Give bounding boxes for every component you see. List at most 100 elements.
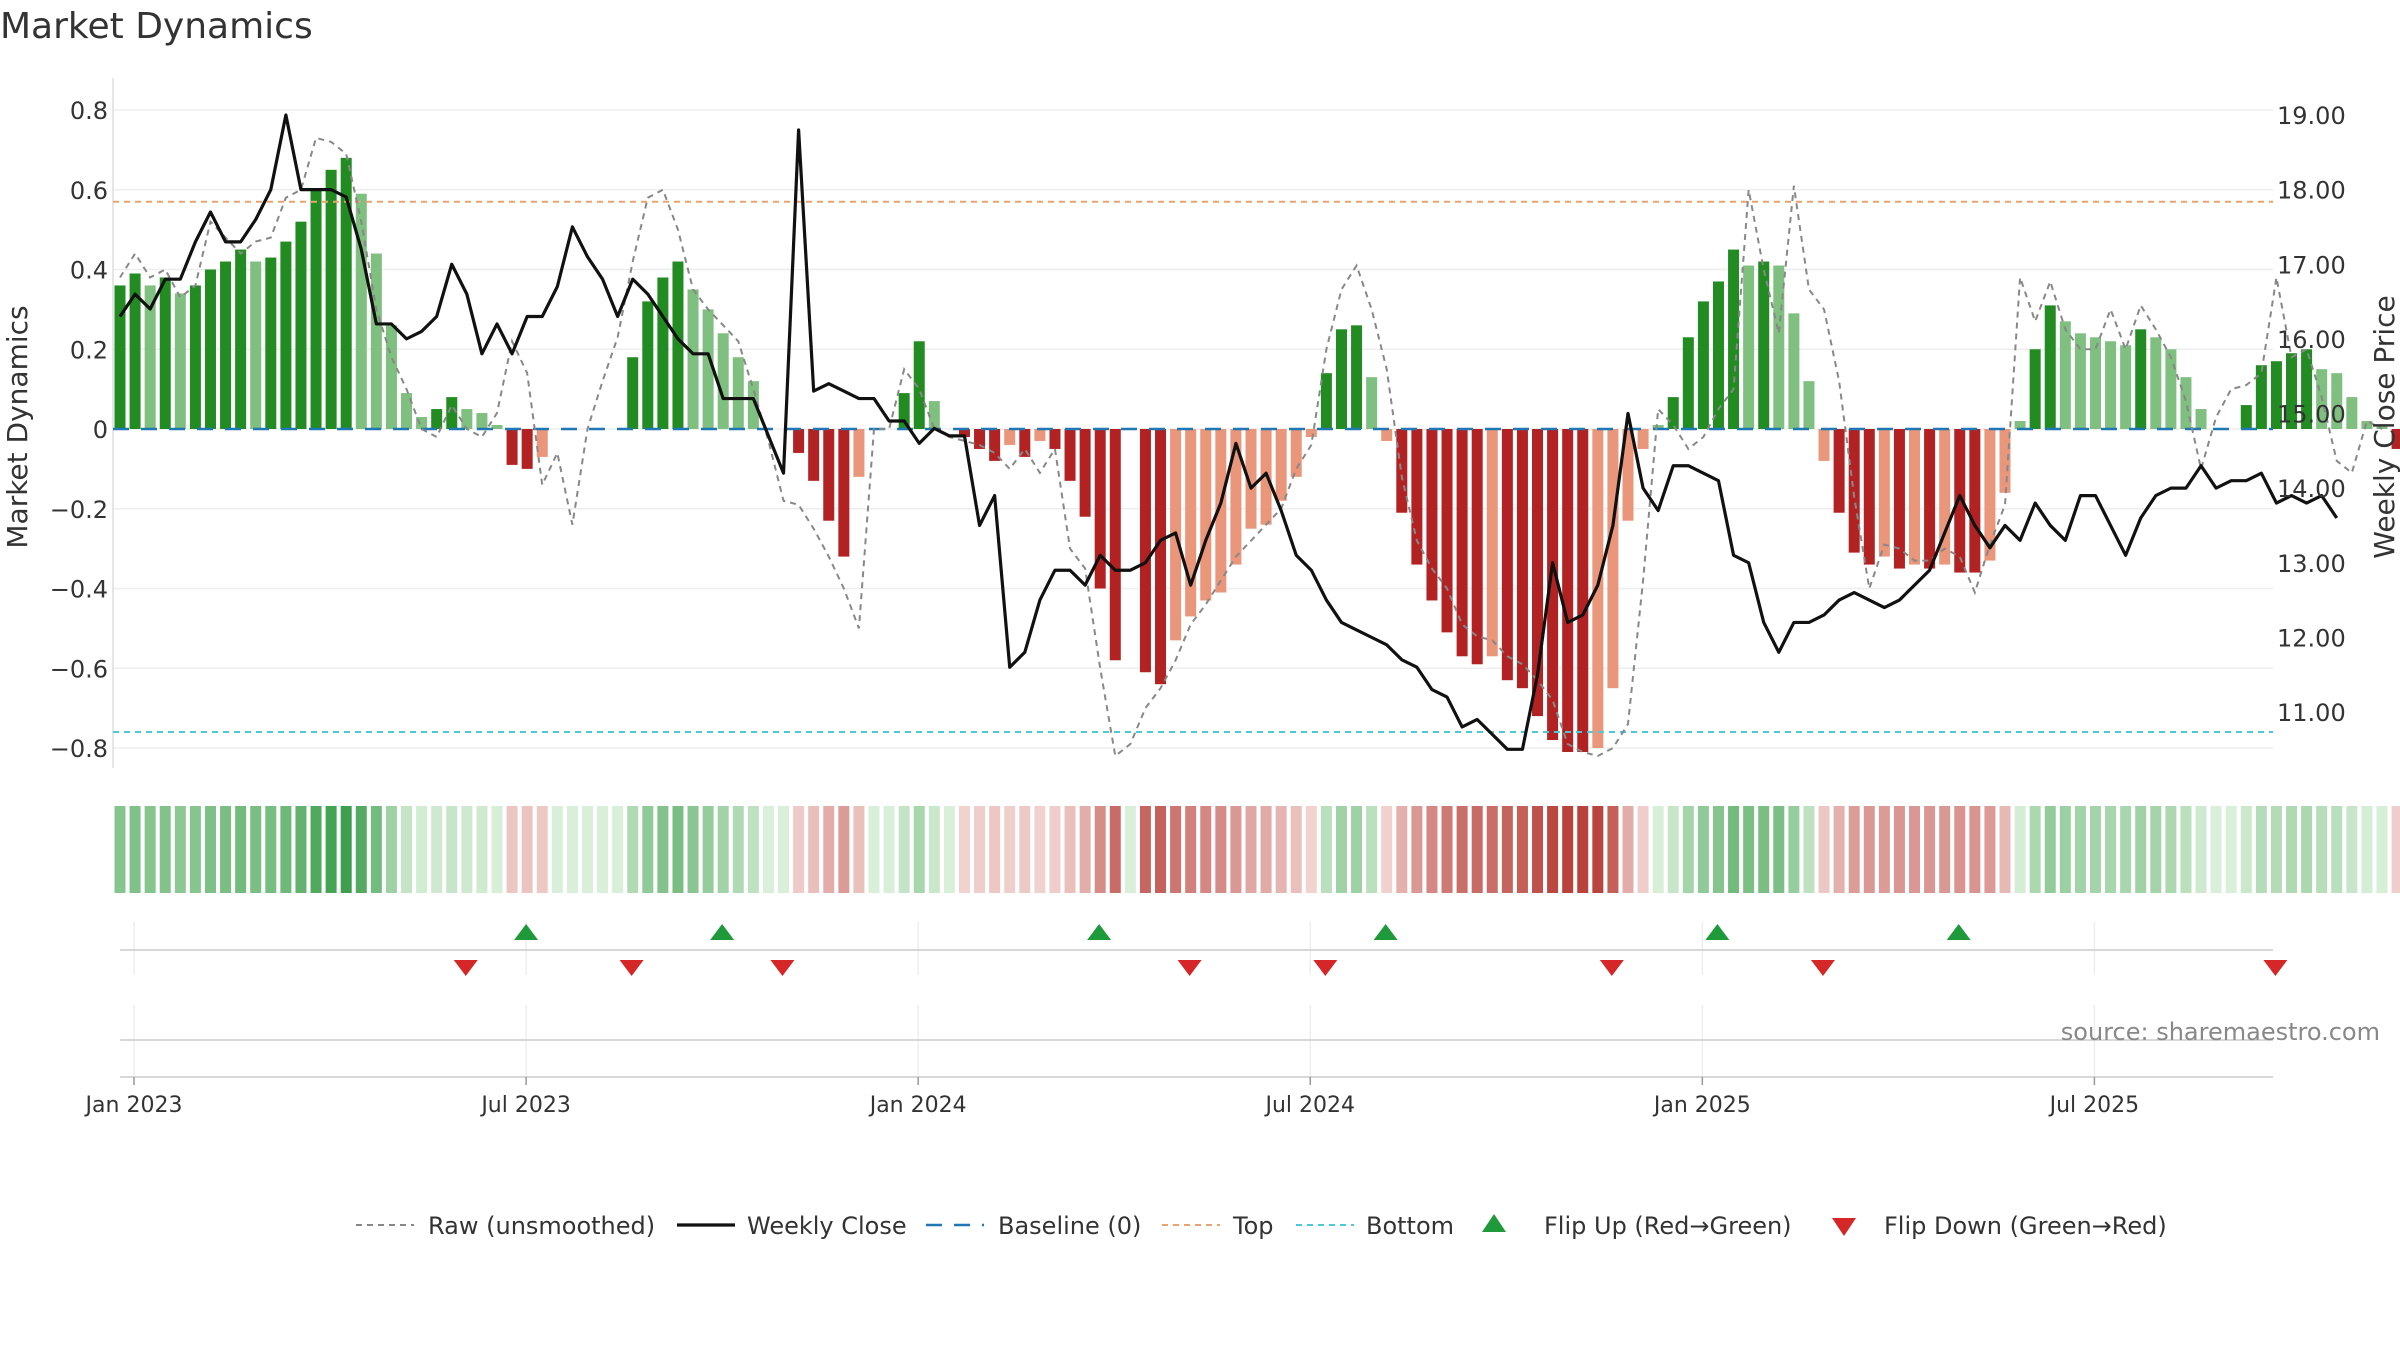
- flip-up-marker: [1087, 924, 1112, 940]
- dynamics-bar: [491, 425, 503, 429]
- right-tick-label: 11.00: [2277, 699, 2346, 727]
- dynamics-bar: [1652, 425, 1664, 429]
- strip-cell: [2014, 806, 2026, 893]
- strip-cell: [536, 806, 548, 893]
- strip-cell: [2376, 806, 2388, 893]
- strip-cell: [220, 806, 232, 893]
- legend-raw-label: Raw (unsmoothed): [428, 1212, 655, 1240]
- flip-up-marker: [1946, 924, 1971, 940]
- strip-cell: [1607, 806, 1619, 893]
- left-tick-label: 0: [93, 416, 108, 444]
- dynamics-bar: [989, 429, 1001, 461]
- strip-cell: [521, 806, 533, 893]
- dynamics-bar: [702, 309, 714, 429]
- strip-cell: [2301, 806, 2313, 893]
- strip-cell: [461, 806, 473, 893]
- strip-cell: [144, 806, 156, 893]
- dynamics-bar: [416, 417, 428, 429]
- dynamics-bar: [2346, 397, 2358, 429]
- strip-cell: [928, 806, 940, 893]
- dynamics-bar: [1863, 429, 1875, 565]
- dynamics-bar: [114, 285, 126, 429]
- left-tick-label: 0.2: [70, 336, 108, 364]
- left-tick-label: 0.6: [70, 177, 108, 205]
- strip-cell: [1109, 806, 1121, 893]
- dynamics-bar: [747, 381, 759, 429]
- strip-cell: [823, 806, 835, 893]
- strip-cell: [1335, 806, 1347, 893]
- dynamics-bar: [506, 429, 518, 465]
- right-axis-tick-labels: 19.00 18.00 17.00 16.00 15.00 14.00 13.00 12.00…: [2277, 102, 2346, 727]
- dynamics-bar: [2240, 405, 2252, 429]
- dynamics-bar: [159, 277, 171, 429]
- dynamics-bar: [642, 301, 654, 429]
- dynamics-bar: [1185, 429, 1197, 617]
- strip-cell: [2044, 806, 2056, 893]
- main-panel: 0.8 0.6 0.4 0.2 0 −0.2 −0.4 −0.6 −0.8 19.00 18.00…: [1, 78, 2400, 768]
- right-tick-label: 12.00: [2277, 624, 2346, 652]
- right-axis-label: Weekly Close Price: [2368, 295, 2400, 558]
- strip-cell: [2316, 806, 2328, 893]
- dynamics-bar: [672, 261, 684, 429]
- flip-up-marker: [514, 924, 539, 940]
- right-tick-label: 19.00: [2277, 102, 2346, 130]
- strip-cell: [1501, 806, 1513, 893]
- strip-cell: [1290, 806, 1302, 893]
- strip-cell: [370, 806, 382, 893]
- strip-cell: [1833, 806, 1845, 893]
- dynamics-bar: [732, 357, 744, 429]
- flip-down-marker: [1313, 960, 1338, 976]
- dynamics-bar: [2029, 349, 2041, 429]
- dynamics-bar: [2301, 349, 2313, 429]
- strip-cell: [1954, 806, 1966, 893]
- strip-cell: [1230, 806, 1242, 893]
- strip-cell: [1305, 806, 1317, 893]
- x-tick-label: Jan 2023: [84, 1093, 183, 1118]
- legend-flip-down-marker: [1832, 1218, 1856, 1236]
- strip-cell: [989, 806, 1001, 893]
- right-tick-label: 15.00: [2277, 401, 2346, 429]
- strip-cell: [943, 806, 955, 893]
- dynamics-bar: [1667, 397, 1679, 429]
- dynamics-bar: [1396, 429, 1408, 513]
- strip-cell: [1878, 806, 1890, 893]
- dynamics-bar: [1139, 429, 1151, 673]
- source-text: source: sharemaestro.com: [2061, 1018, 2380, 1046]
- strip-cell: [1124, 806, 1136, 893]
- dynamics-bar: [2391, 429, 2400, 449]
- strip-cell: [295, 806, 307, 893]
- dynamics-bar: [1320, 373, 1332, 429]
- dynamics-bar: [1909, 429, 1921, 565]
- dynamics-bar: [2150, 337, 2162, 429]
- regime-heat-strip: [114, 806, 2400, 893]
- chart-title: Market Dynamics: [0, 6, 313, 47]
- dynamics-bar: [2270, 361, 2282, 429]
- strip-cell: [1682, 806, 1694, 893]
- dynamics-bar: [2120, 345, 2132, 429]
- flip-down-marker: [453, 960, 478, 976]
- dynamics-bar: [1441, 429, 1453, 633]
- legend-close-label: Weekly Close: [747, 1212, 907, 1240]
- strip-cell: [2120, 806, 2132, 893]
- dynamics-bar: [204, 269, 216, 429]
- strip-cell: [355, 806, 367, 893]
- strip-cell: [235, 806, 247, 893]
- strip-cell: [898, 806, 910, 893]
- left-axis-label: Market Dynamics: [1, 305, 34, 548]
- strip-cell: [2331, 806, 2343, 893]
- strip-cell: [868, 806, 880, 893]
- dynamics-bar: [1456, 429, 1468, 657]
- strip-cell: [1094, 806, 1106, 893]
- strip-cell: [2180, 806, 2192, 893]
- strip-cell: [762, 806, 774, 893]
- dynamics-bar: [385, 325, 397, 429]
- strip-cell: [174, 806, 186, 893]
- strip-cell: [1893, 806, 1905, 893]
- strip-cell: [431, 806, 443, 893]
- flip-panel-gridlines: [133, 922, 2096, 975]
- strip-cell: [476, 806, 488, 893]
- strip-cell: [1155, 806, 1167, 893]
- legend-bottom-label: Bottom: [1366, 1212, 1454, 1240]
- dynamics-bar: [2089, 337, 2101, 429]
- dynamics-bar: [1034, 429, 1046, 441]
